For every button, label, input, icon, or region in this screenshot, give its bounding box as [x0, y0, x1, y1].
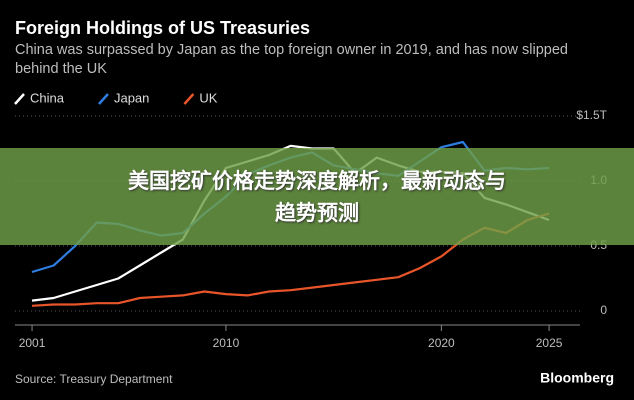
chart-subtitle: China was surpassed by Japan as the top …: [15, 42, 568, 77]
y-tick-label: $1.5T: [576, 108, 607, 122]
legend-swatch: [183, 93, 195, 105]
legend-swatch: [14, 93, 25, 105]
banner-line: 趋势预测: [275, 200, 359, 225]
legend-label: UK: [199, 90, 217, 105]
legend-label: China: [30, 90, 65, 105]
chart-title: Foreign Holdings of US Treasuries: [15, 18, 311, 38]
overlay-banner: 美国挖矿价格走势深度解析，最新动态与 趋势预测: [0, 148, 634, 245]
x-tick-label: 2010: [213, 336, 240, 350]
brand: Bloomberg: [540, 370, 614, 386]
source: Source: Treasury Department: [15, 372, 173, 386]
x-tick-label: 2001: [19, 336, 46, 350]
y-tick-label: 0: [600, 303, 607, 317]
legend-label: Japan: [114, 90, 149, 105]
x-tick-label: 2020: [428, 336, 455, 350]
x-tick-label: 2025: [536, 336, 563, 350]
legend-swatch: [98, 93, 109, 105]
banner-line: 美国挖矿价格走势深度解析，最新动态与: [128, 168, 506, 193]
